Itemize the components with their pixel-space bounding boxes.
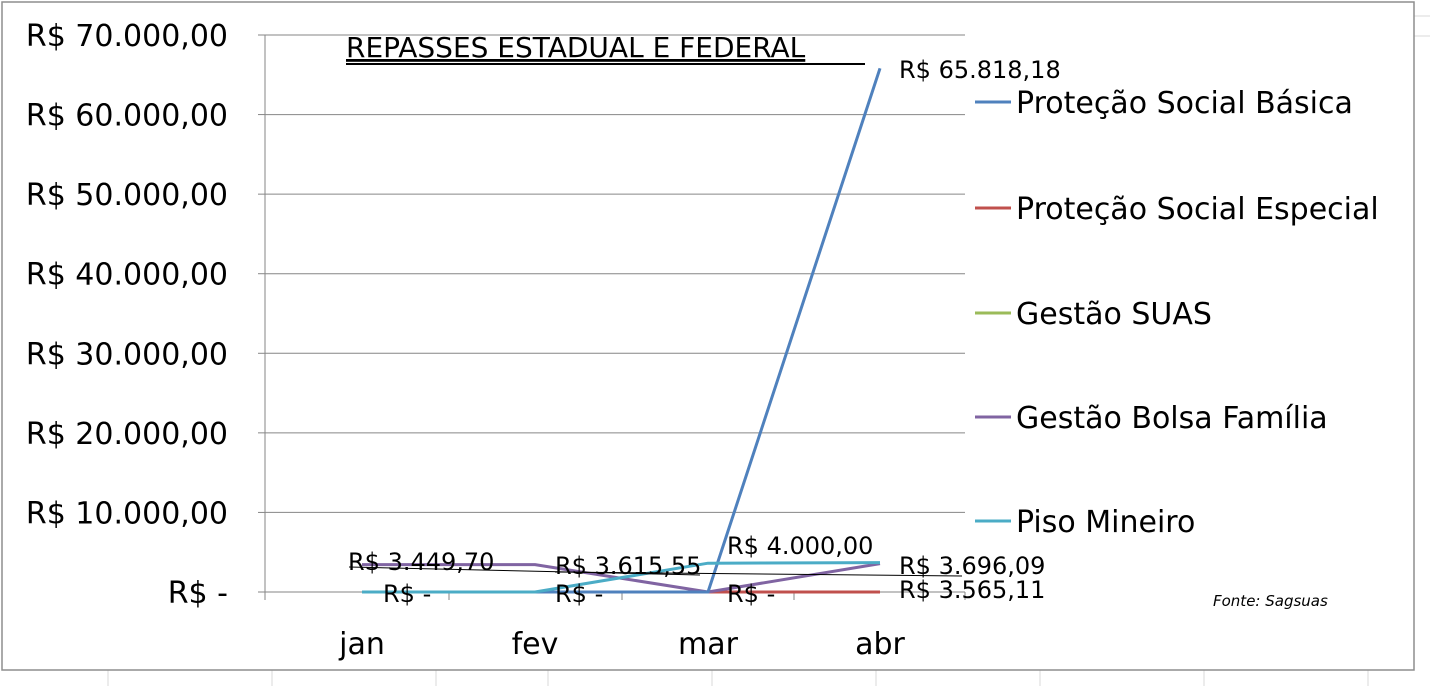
label-leader-line — [554, 571, 963, 577]
spreadsheet-grid — [107, 15, 1430, 686]
chart-title: REPASSES ESTADUAL E FEDERAL — [346, 31, 806, 64]
legend-label: Gestão SUAS — [1016, 297, 1212, 332]
y-tick-label: R$ 70.000,00 — [26, 19, 228, 54]
y-tick-label: R$ 30.000,00 — [26, 337, 228, 372]
series-line-piso-mineiro — [362, 561, 881, 594]
source-note: Fonte: Sagsuas — [1213, 592, 1328, 610]
data-label: R$ 3.615,55 — [555, 552, 701, 580]
x-tick-label: jan — [338, 627, 385, 662]
x-tick-label: abr — [855, 627, 905, 662]
legend-label: Proteção Social Especial — [1016, 192, 1379, 227]
chart-area-frame — [1, 1, 1415, 671]
data-label: R$ - — [555, 580, 603, 608]
x-axis-ticks: jan fev mar abr — [264, 592, 966, 662]
x-tick-label: mar — [678, 627, 739, 662]
gridlines — [265, 34, 965, 593]
data-label: R$ 3.565,11 — [899, 576, 1045, 604]
series-lines — [348, 67, 963, 594]
data-labels: R$ 3.449,70R$ -R$ 3.615,55R$ -R$ 4.000,0… — [348, 56, 1061, 608]
y-tick-label: R$ - — [168, 576, 228, 611]
legend: Proteção Social Básica Proteção Social Es… — [975, 86, 1379, 540]
y-tick-label: R$ 10.000,00 — [26, 496, 228, 531]
data-label: R$ 3.449,70 — [348, 548, 494, 576]
x-tick-label: fev — [512, 627, 559, 662]
data-label: R$ - — [383, 580, 431, 608]
y-tick-label: R$ 60.000,00 — [26, 99, 228, 134]
data-label: R$ - — [727, 580, 775, 608]
y-axis-ticks: R$ - R$ 10.000,00 R$ 20.000,00 R$ 30.000,00… — [26, 19, 265, 611]
label-leader-line — [348, 566, 701, 576]
y-tick-label: R$ 40.000,00 — [26, 258, 228, 293]
legend-label: Piso Mineiro — [1016, 505, 1195, 540]
legend-label: Proteção Social Básica — [1016, 86, 1353, 121]
data-label: R$ 65.818,18 — [899, 56, 1061, 84]
y-tick-label: R$ 50.000,00 — [26, 178, 228, 213]
legend-label: Gestão Bolsa Família — [1016, 401, 1328, 436]
data-label: R$ 4.000,00 — [727, 532, 873, 560]
y-tick-label: R$ 20.000,00 — [26, 417, 228, 452]
data-label: R$ 3.696,09 — [899, 552, 1045, 580]
